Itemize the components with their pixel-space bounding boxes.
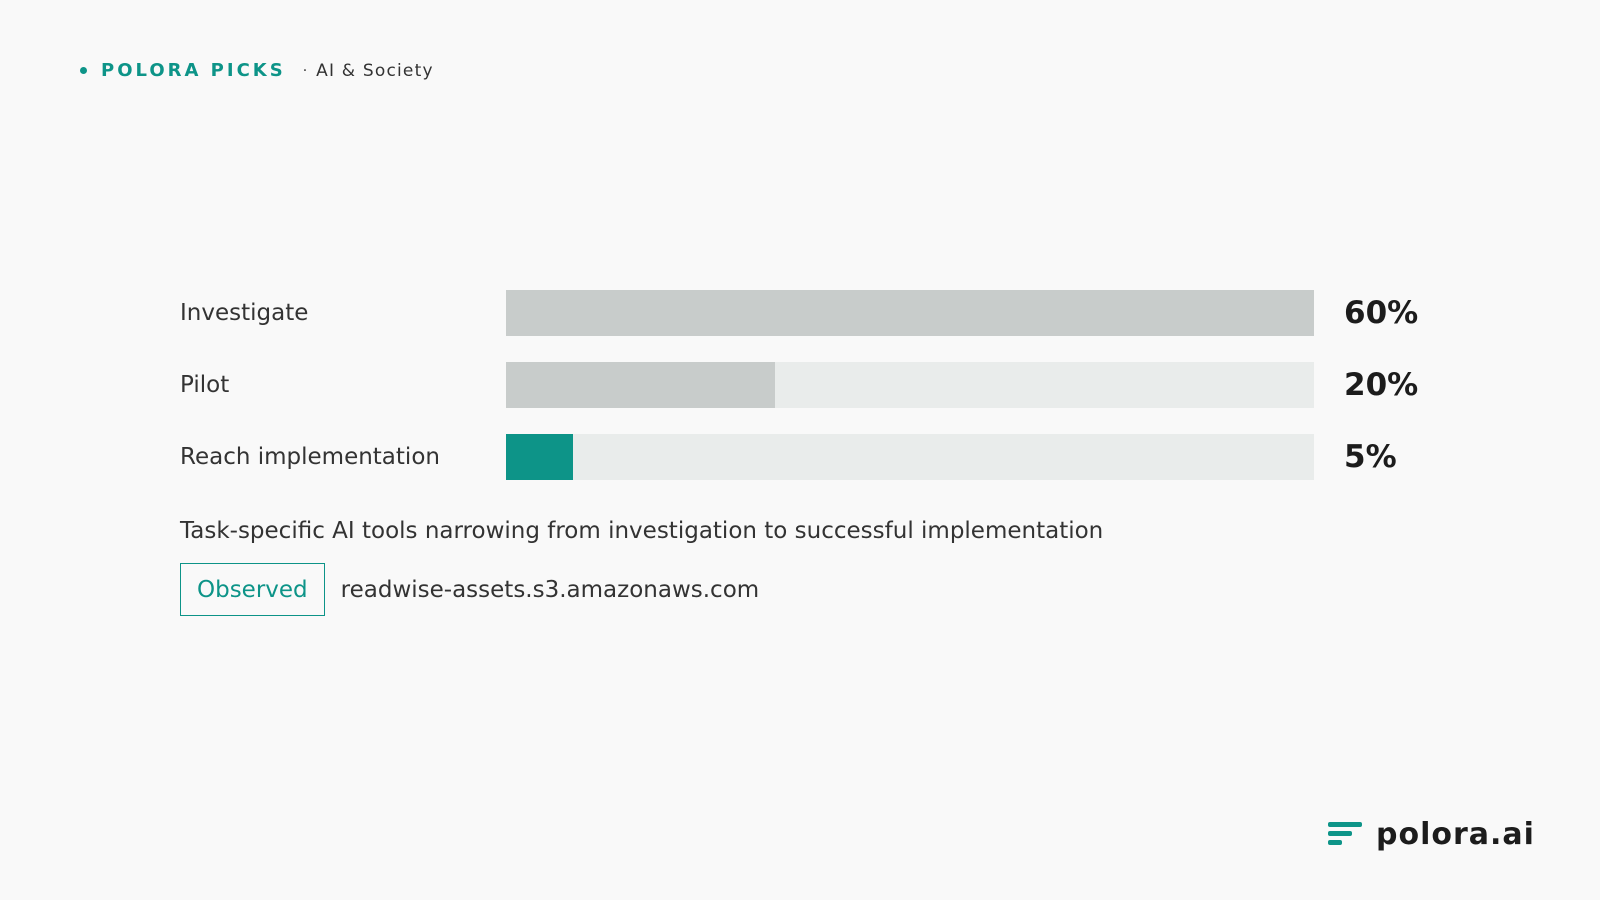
bar <box>506 362 776 408</box>
value-label: 60% <box>1344 295 1419 331</box>
category-label: Reach implementation <box>180 444 440 470</box>
category-label: Investigate <box>180 300 309 326</box>
bar-track <box>506 434 1314 480</box>
header-separator: · <box>302 62 308 79</box>
value-label: 5% <box>1344 439 1397 475</box>
chart-row: Investigate 60% <box>180 290 1440 362</box>
header: POLORA PICKS · AI & Society <box>80 60 434 81</box>
source-label: readwise-assets.s3.amazonaws.com <box>340 576 760 603</box>
bar-track <box>506 362 1314 408</box>
bullet-dot-icon <box>80 67 87 74</box>
category-label: Pilot <box>180 372 230 398</box>
footnote: Observed readwise-assets.s3.amazonaws.co… <box>180 563 759 616</box>
bar-chart: Investigate 60% Pilot 20% Reach implementati… <box>180 290 1440 506</box>
observed-badge: Observed <box>180 563 325 616</box>
bar-track <box>506 290 1314 336</box>
bar <box>506 434 574 480</box>
logo-text: polora.ai <box>1376 817 1535 852</box>
bar <box>506 290 1314 336</box>
chart-row: Pilot 20% <box>180 362 1440 434</box>
chart-caption: Task-specific AI tools narrowing from in… <box>180 518 1104 544</box>
value-label: 20% <box>1344 367 1419 403</box>
topic-label: AI & Society <box>316 60 434 81</box>
chart-row: Reach implementation 5% <box>180 434 1440 506</box>
bars-logo-icon <box>1328 821 1364 848</box>
brand-label: POLORA PICKS <box>101 60 286 81</box>
logo: polora.ai <box>1328 817 1535 852</box>
